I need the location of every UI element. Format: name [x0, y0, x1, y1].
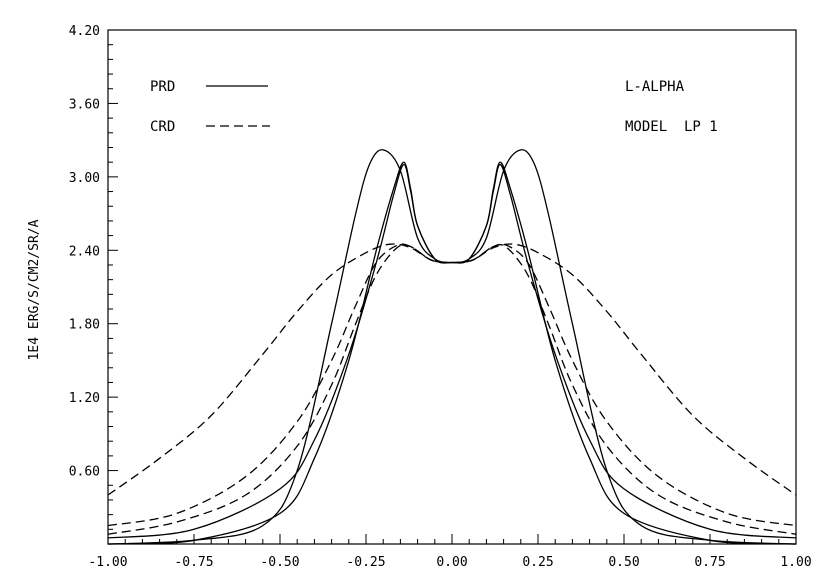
- y-tick-labels: 0.60 1.20 1.80 2.40 3.00 3.60 4.20: [69, 24, 100, 480]
- annotation-line: L-ALPHA: [625, 79, 685, 95]
- x-tick-label: 0.00: [436, 555, 467, 570]
- series-lines: [107, 149, 797, 545]
- x-tick-label: -0.75: [174, 555, 213, 570]
- prd-series-line-2: [107, 161, 797, 545]
- y-tick-label: 1.20: [69, 391, 100, 406]
- prd-series-line-1: [107, 149, 797, 545]
- axis-ticks: [107, 29, 797, 545]
- y-tick-label: 3.00: [69, 171, 100, 186]
- legend-label-crd: CRD: [150, 119, 175, 135]
- crd-series-line-6: [107, 244, 797, 535]
- plot-frame: [107, 29, 797, 545]
- y-axis-label: 1E4 ERG/S/CM2/SR/A: [27, 219, 42, 360]
- x-tick-label: -0.50: [260, 555, 299, 570]
- y-tick-label: 2.40: [69, 244, 100, 259]
- x-tick-label: -0.25: [346, 555, 385, 570]
- x-tick-label: 0.50: [608, 555, 639, 570]
- crd-series-line-5: [107, 243, 797, 527]
- crd-series-line-4: [107, 243, 797, 496]
- legend: PRD CRD: [150, 79, 270, 135]
- annotation-model: MODEL LP 1: [625, 119, 718, 135]
- x-tick-label: 0.25: [522, 555, 553, 570]
- x-tick-label: 0.75: [694, 555, 725, 570]
- y-tick-label: 3.60: [69, 97, 100, 112]
- y-tick-label: 4.20: [69, 24, 100, 39]
- legend-label-prd: PRD: [150, 79, 175, 95]
- y-tick-label: 1.80: [69, 318, 100, 333]
- x-tick-label: 1.00: [780, 555, 811, 570]
- x-tick-label: -1.00: [88, 555, 127, 570]
- prd-series-line-3: [107, 163, 797, 539]
- y-tick-label: 0.60: [69, 465, 100, 480]
- x-tick-labels: -1.00 -0.75 -0.50 -0.25 0.00 0.25 0.50 0.75 1.00: [88, 555, 811, 570]
